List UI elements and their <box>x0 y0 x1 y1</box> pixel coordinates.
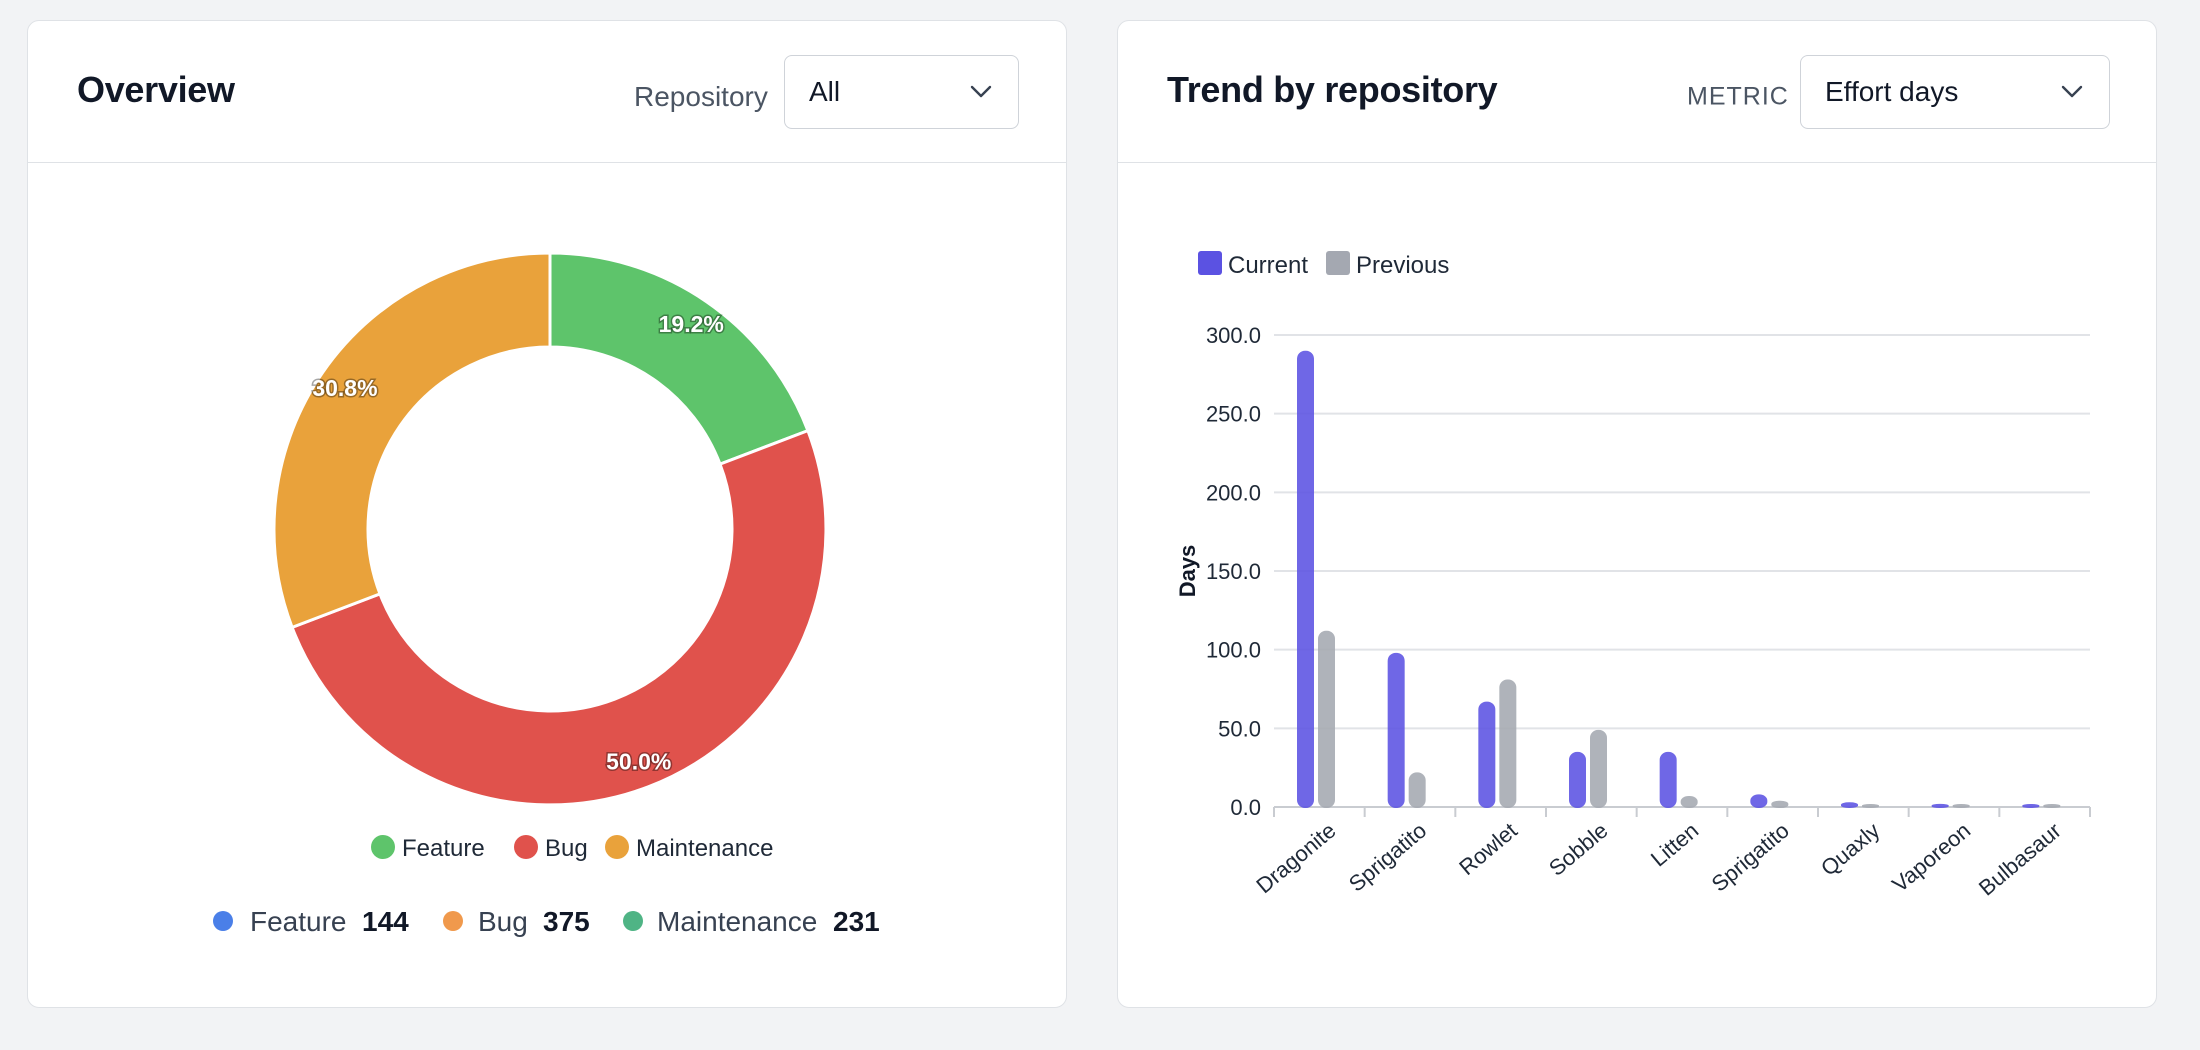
bar-previous-sobble <box>1590 729 1607 808</box>
legend-swatch-current <box>1198 251 1222 275</box>
legend-item-feature: Feature <box>371 835 485 862</box>
bar-previous-litten <box>1680 795 1698 808</box>
donut-slice-maintenance <box>272 251 552 630</box>
donut-data-label-maintenance: 30.8% <box>312 375 377 401</box>
stat-label-maintenance: Maintenance <box>657 906 817 937</box>
bar-current-vaporeon <box>1931 803 1949 808</box>
legend-label-current: Current <box>1228 252 1308 279</box>
y-tick-label: 200.0 <box>1206 480 1261 505</box>
chevron-down-icon <box>2061 85 2083 98</box>
bar-previous-quaxly <box>1862 804 1879 808</box>
legend-swatch-feature <box>371 835 395 859</box>
repository-select-value: All <box>809 76 841 107</box>
legend-swatch-maintenance <box>605 835 629 859</box>
trend-header: Trend by repository METRIC Effort days <box>1118 21 2156 163</box>
bar-current-sobble <box>1569 751 1586 808</box>
donut-slice-bug <box>290 428 828 807</box>
bar-current-rowlet <box>1478 701 1496 808</box>
stat-value-maintenance: 231 <box>833 906 880 937</box>
x-tick-label: Bulbasaur <box>1974 818 2066 901</box>
stat-label-bug: Bug <box>478 906 528 937</box>
metric-filter-label: METRIC <box>1687 82 1789 111</box>
x-tick-label: Litten <box>1646 818 1703 872</box>
bar-current-sprigatito <box>1750 794 1768 808</box>
x-tick-label: Quaxly <box>1816 818 1885 881</box>
repository-select[interactable]: All <box>784 55 1019 129</box>
bar-current-sprigatito <box>1387 652 1405 808</box>
bar-chart: Current Previous 0.0 50.0 100.0 150.0 200.0 250… <box>1175 251 2091 901</box>
legend-item-maintenance: Maintenance <box>605 835 773 862</box>
donut-data-label-bug: 50.0% <box>606 749 671 775</box>
donut-data-label-feature: 19.2% <box>659 311 724 337</box>
legend-label-bug: Bug <box>545 835 588 862</box>
x-tick-label: Dragonite <box>1251 818 1340 898</box>
y-tick-label: 0.0 <box>1230 795 1261 820</box>
stat-value-feature: 144 <box>362 906 409 937</box>
stat-bug: Bug 375 <box>443 906 590 937</box>
legend-item-current: Current <box>1198 251 1308 279</box>
legend-label-feature: Feature <box>402 835 485 862</box>
donut-slice-feature <box>548 251 810 467</box>
bar-current-dragonite <box>1297 350 1314 808</box>
legend-label-previous: Previous <box>1356 252 1449 279</box>
stat-value-bug: 375 <box>543 906 590 937</box>
y-axis-label: Days <box>1175 545 1200 598</box>
x-tick-label: Sprigatito <box>1707 818 1794 897</box>
bar-previous-sprigatito <box>1408 772 1426 808</box>
bar-previous-vaporeon <box>1952 804 1970 808</box>
x-tick-label: Rowlet <box>1454 818 1522 880</box>
overview-title: Overview <box>77 69 235 110</box>
stat-feature: Feature 144 <box>213 906 409 937</box>
bar-previous-sprigatito <box>1771 800 1789 808</box>
metric-select-value: Effort days <box>1825 76 1959 107</box>
y-tick-label: 50.0 <box>1218 716 1261 741</box>
y-tick-label: 250.0 <box>1206 402 1261 427</box>
overview-card: Overview Repository All 19.2% 50.0% 30.8% F… <box>27 20 1067 1008</box>
legend-swatch-bug <box>514 835 538 859</box>
stat-dot-feature <box>213 911 233 931</box>
bar-previous-bulbasaur <box>2043 804 2061 808</box>
x-tick-label: Sobble <box>1544 818 1613 881</box>
stat-label-feature: Feature <box>250 906 347 937</box>
x-tick-label: Vaporeon <box>1887 818 1975 897</box>
legend-item-bug: Bug <box>514 835 588 862</box>
stat-maintenance: Maintenance 231 <box>623 906 880 937</box>
trend-title: Trend by repository <box>1167 69 1498 110</box>
stat-dot-maintenance <box>623 911 643 931</box>
bar-previous-dragonite <box>1318 630 1335 808</box>
bar-previous-rowlet <box>1499 679 1517 808</box>
y-tick-label: 150.0 <box>1206 559 1261 584</box>
chevron-down-icon <box>970 85 992 98</box>
repository-filter-label: Repository <box>634 81 768 112</box>
stat-dot-bug <box>443 911 463 931</box>
legend-swatch-previous <box>1326 251 1350 275</box>
legend-item-previous: Previous <box>1326 251 1449 279</box>
bar-current-quaxly <box>1841 802 1858 808</box>
donut-chart: 19.2% 50.0% 30.8% Feature Bug Maintenance Feat… <box>213 251 880 937</box>
bar-current-bulbasaur <box>2022 804 2040 808</box>
overview-header: Overview Repository All <box>28 21 1066 163</box>
y-tick-label: 100.0 <box>1206 638 1261 663</box>
metric-select[interactable]: Effort days <box>1800 55 2110 129</box>
bar-current-litten <box>1659 751 1677 808</box>
legend-label-maintenance: Maintenance <box>636 835 773 862</box>
y-tick-label: 300.0 <box>1206 323 1261 348</box>
x-tick-label: Sprigatito <box>1344 818 1431 897</box>
trend-card: Trend by repository METRIC Effort days C… <box>1117 20 2157 1008</box>
